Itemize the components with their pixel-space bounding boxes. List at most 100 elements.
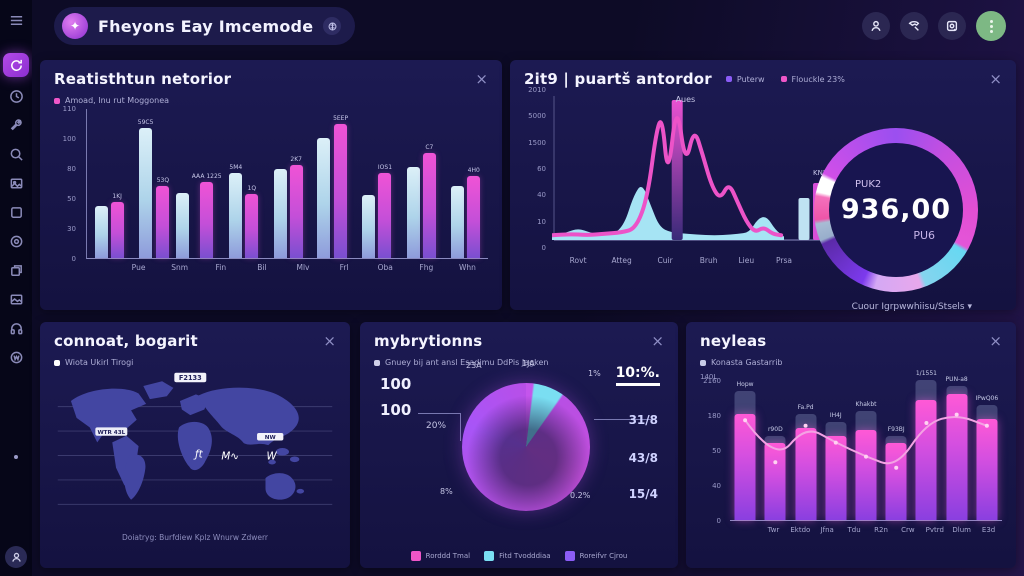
gauge-top-label: PUK2 <box>855 178 882 190</box>
y-axis: 2160 180 50 40 0 <box>703 377 721 525</box>
headset-icon[interactable] <box>6 318 26 338</box>
topbar-actions <box>862 11 1006 41</box>
close-icon[interactable]: × <box>323 331 336 350</box>
map-caption: Doiatryg: Burfdiew Kplz Wnurw Zdwerr <box>121 533 269 542</box>
chart-legend: Puterw Flouckle 23% <box>725 75 845 84</box>
sidebar <box>0 0 32 576</box>
search-icon[interactable] <box>6 144 26 164</box>
layout-icon[interactable] <box>6 202 26 222</box>
bar <box>245 193 259 258</box>
legend-item: Konasta Gastarrib <box>700 358 783 367</box>
panel-title: connoat, bogarit <box>54 332 198 350</box>
wrench-icon[interactable] <box>6 115 26 135</box>
bar <box>825 436 847 520</box>
menu-icon[interactable] <box>6 10 26 30</box>
brain-icon[interactable] <box>323 17 342 35</box>
bar <box>451 185 465 258</box>
image-icon[interactable] <box>6 173 26 193</box>
svg-text:KNI: KNI <box>813 169 825 177</box>
main-area: ✦ Fheyons Eay Imcemode <box>32 0 1024 576</box>
bar <box>885 443 907 520</box>
panel-bar-chart: Reatisthtun netorior × Amoad, Inu rut Mo… <box>40 60 502 310</box>
legend-item: Roreifvr Cjrou <box>564 551 627 561</box>
badge-icon[interactable] <box>6 347 26 367</box>
bar <box>139 128 153 258</box>
gauge-value: 936,00 <box>840 193 952 225</box>
legend-item: Gnuey bij ant ansl Esadimu DdPis Jagken <box>374 358 549 367</box>
bar <box>467 176 481 258</box>
world-map: F2133 WTR 43L NW ƒt M∿ W <box>54 369 336 531</box>
pie-label: 20% <box>426 421 447 431</box>
panel-title: Reatisthtun netorior <box>54 70 232 88</box>
clock-icon[interactable] <box>6 86 26 106</box>
panel-bars-line-chart: neyleas × Konasta Gastarrib 140L 2160 180… <box>686 322 1016 568</box>
pie-label: 23A <box>466 361 482 370</box>
legend-item: Flouckle 23% <box>780 75 845 84</box>
photo-icon[interactable] <box>6 289 26 309</box>
pie-circle <box>462 383 590 511</box>
bar <box>855 430 877 520</box>
account-menu-avatar[interactable] <box>976 11 1006 41</box>
bar-group: F93BJ <box>881 381 911 520</box>
pie-label: 1% <box>588 369 601 378</box>
svg-text:F2133: F2133 <box>179 374 202 382</box>
pie-label: 0.2% <box>570 491 591 500</box>
bar-group: 1KJ <box>87 109 131 258</box>
bar-chart-plot: 1KJ 59C5 53Q AAA 1225 5M4 1Q 2K7 5EEP IOS1 C7 4H0 <box>86 109 488 259</box>
svg-text:M∿: M∿ <box>221 450 239 462</box>
stat-value: 15/4 <box>628 487 658 501</box>
bar <box>317 138 331 258</box>
close-icon[interactable]: × <box>989 331 1002 350</box>
mention-icon[interactable] <box>6 231 26 251</box>
bar <box>334 124 348 258</box>
bar-group: 4H0 <box>444 109 488 258</box>
close-icon[interactable]: × <box>475 69 488 88</box>
close-icon[interactable]: × <box>651 331 664 350</box>
gauge-bottom-label: PU6 <box>913 228 935 242</box>
pie-label: 1JA <box>522 359 535 368</box>
y-axis: 2010 5000 1500 60 40 10 0 <box>528 86 546 252</box>
panel-title: mybrytionns <box>374 332 483 350</box>
line-chart: 2010 5000 1500 60 40 10 0 KNI Aues Rovt Atteg Cui… <box>524 86 1002 312</box>
user-icon[interactable] <box>862 12 890 40</box>
phone-icon[interactable] <box>900 12 928 40</box>
legend-item: Rorddd Tmal <box>410 551 470 561</box>
bar <box>915 399 937 520</box>
bar <box>422 153 436 258</box>
legend-item: Fitd Tvodddiaa <box>484 551 551 561</box>
line-chart-plot: KNI Aues <box>552 95 837 241</box>
panel-title: 2it9 | puartš antordor <box>524 70 712 88</box>
bar-group: 2K7 <box>266 109 310 258</box>
stat-value: 100 <box>380 375 412 393</box>
sidebar-user-avatar[interactable] <box>5 546 27 568</box>
connector-line <box>418 413 460 414</box>
highlight-stat: 10:%. <box>615 365 660 386</box>
bar <box>175 192 189 258</box>
app-title: Fheyons Eay Imcemode <box>98 16 314 36</box>
sync-icon[interactable] <box>3 53 29 77</box>
y-axis: 110 100 80 50 30 0 <box>62 105 76 263</box>
bars-line-chart: 2160 180 50 40 0 Hopw r90D Fa.Pd IH4J Khakbt F93B… <box>700 370 1002 553</box>
bar-group: 5M4 1Q <box>222 109 266 258</box>
chart-legend: Konasta Gastarrib <box>700 358 1002 367</box>
copy-icon[interactable] <box>6 260 26 280</box>
chart-legend: Amoad, Inu rut Moggonea <box>54 96 488 105</box>
bar-group: PUN-a8 <box>942 376 972 520</box>
close-icon[interactable]: × <box>989 69 1002 88</box>
svg-text:ƒt: ƒt <box>193 448 204 460</box>
legend-item: Wiota Ukirl Tirogi <box>54 358 133 367</box>
svg-text:NW: NW <box>265 435 277 441</box>
donut-gauge: PUK2 936,00 PU6 <box>814 128 978 292</box>
bar-group: r90D <box>760 381 790 520</box>
bar <box>764 443 786 520</box>
pie-legend: Rorddd Tmal Fitd Tvodddiaa Roreifvr Cjrou <box>374 551 664 561</box>
bar <box>110 202 124 258</box>
gallery-icon[interactable] <box>938 12 966 40</box>
bar-group: IPwQ06 <box>972 381 1002 520</box>
bar <box>273 169 287 258</box>
gauge-dropdown[interactable]: Cuour Igrpwwhiisu/Stsels ▾ <box>851 302 972 312</box>
bar <box>156 185 170 258</box>
bar-group: Hopw <box>730 381 760 520</box>
x-axis-labels: Pue Snm Fin Bil Mlv Frl Oba Fhg Whn <box>131 263 476 272</box>
